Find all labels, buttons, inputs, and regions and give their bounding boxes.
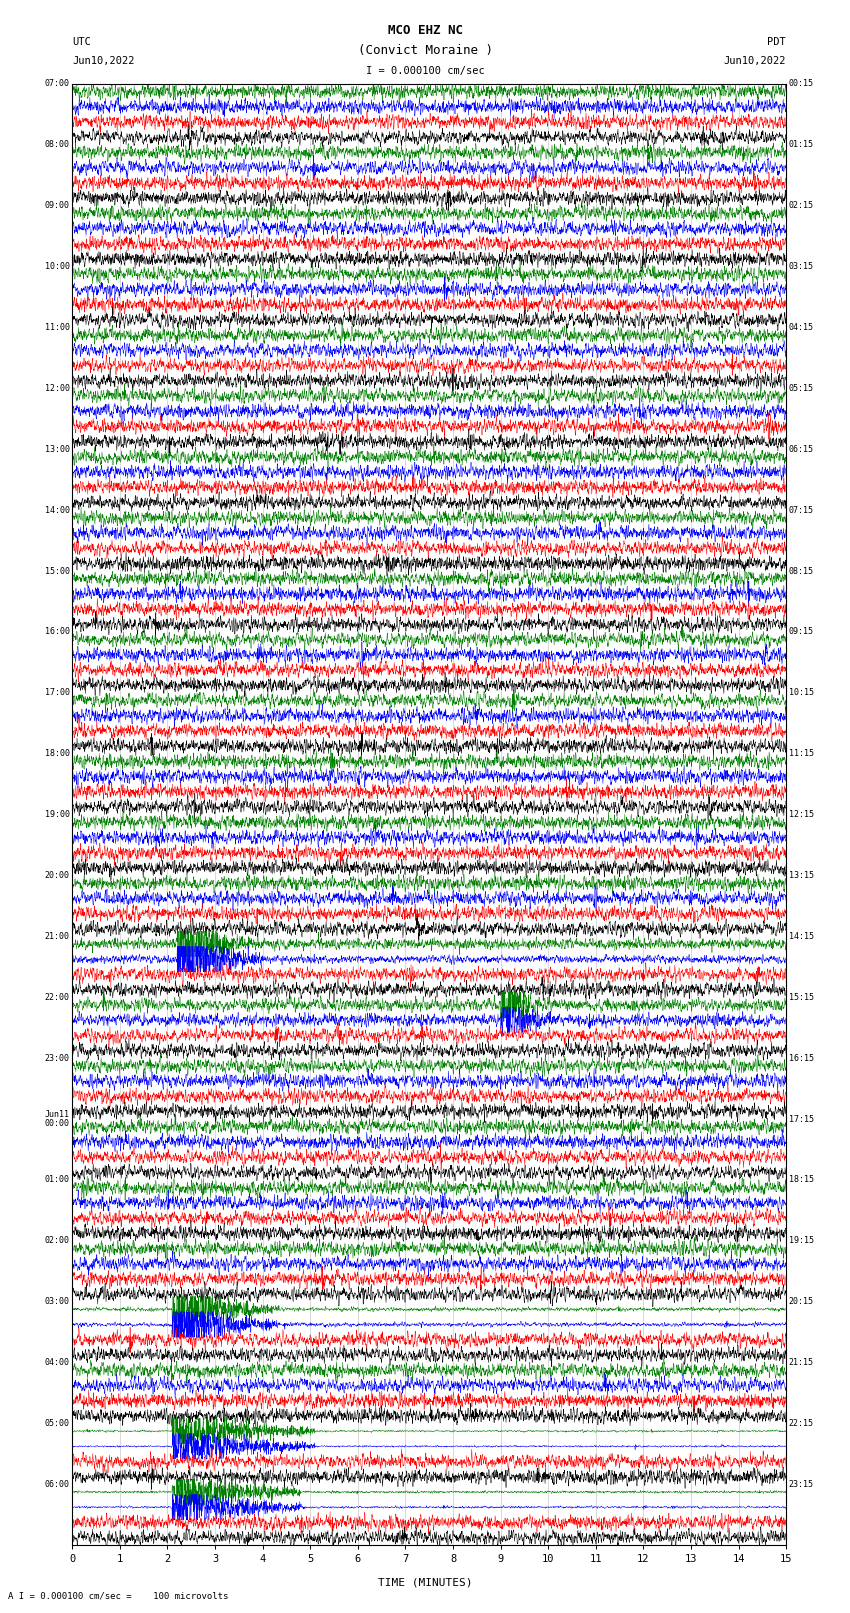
Text: 01:00: 01:00 <box>45 1176 70 1184</box>
Text: 16:15: 16:15 <box>789 1053 813 1063</box>
Text: 14:15: 14:15 <box>789 932 813 940</box>
Text: MCO EHZ NC: MCO EHZ NC <box>388 24 462 37</box>
Text: 03:15: 03:15 <box>789 261 813 271</box>
Text: 13:15: 13:15 <box>789 871 813 881</box>
Text: 20:15: 20:15 <box>789 1297 813 1307</box>
Text: 18:15: 18:15 <box>789 1176 813 1184</box>
Text: 17:15: 17:15 <box>789 1115 813 1124</box>
Text: 05:00: 05:00 <box>45 1419 70 1428</box>
Text: PDT: PDT <box>768 37 786 47</box>
Text: 11:15: 11:15 <box>789 748 813 758</box>
Text: 02:15: 02:15 <box>789 202 813 210</box>
Text: 19:15: 19:15 <box>789 1236 813 1245</box>
Text: 10:15: 10:15 <box>789 689 813 697</box>
Text: 17:00: 17:00 <box>45 689 70 697</box>
Text: 21:00: 21:00 <box>45 932 70 940</box>
Text: 18:00: 18:00 <box>45 748 70 758</box>
Text: 22:15: 22:15 <box>789 1419 813 1428</box>
Text: 15:00: 15:00 <box>45 566 70 576</box>
Text: 04:15: 04:15 <box>789 323 813 332</box>
Text: Jun11: Jun11 <box>45 1110 70 1119</box>
Text: Jun10,2022: Jun10,2022 <box>723 56 786 66</box>
Text: 01:15: 01:15 <box>789 140 813 150</box>
Text: Jun10,2022: Jun10,2022 <box>72 56 135 66</box>
Text: 00:15: 00:15 <box>789 79 813 89</box>
Text: 11:00: 11:00 <box>45 323 70 332</box>
Text: (Convict Moraine ): (Convict Moraine ) <box>358 44 492 56</box>
Text: 08:00: 08:00 <box>45 140 70 150</box>
Text: 06:15: 06:15 <box>789 445 813 453</box>
Text: 04:00: 04:00 <box>45 1358 70 1368</box>
Text: A I = 0.000100 cm/sec =    100 microvolts: A I = 0.000100 cm/sec = 100 microvolts <box>8 1590 229 1600</box>
Text: 19:00: 19:00 <box>45 810 70 819</box>
Text: 22:00: 22:00 <box>45 992 70 1002</box>
Text: 12:15: 12:15 <box>789 810 813 819</box>
Text: 13:00: 13:00 <box>45 445 70 453</box>
Text: 07:00: 07:00 <box>45 79 70 89</box>
Text: 06:00: 06:00 <box>45 1479 70 1489</box>
Text: 00:00: 00:00 <box>45 1119 70 1129</box>
Text: 07:15: 07:15 <box>789 505 813 515</box>
Text: 12:00: 12:00 <box>45 384 70 394</box>
Text: 21:15: 21:15 <box>789 1358 813 1368</box>
Text: I = 0.000100 cm/sec: I = 0.000100 cm/sec <box>366 66 484 76</box>
Text: 03:00: 03:00 <box>45 1297 70 1307</box>
Text: 16:00: 16:00 <box>45 627 70 637</box>
Text: 15:15: 15:15 <box>789 992 813 1002</box>
Text: 09:15: 09:15 <box>789 627 813 637</box>
Text: 05:15: 05:15 <box>789 384 813 394</box>
Text: 09:00: 09:00 <box>45 202 70 210</box>
Text: 14:00: 14:00 <box>45 505 70 515</box>
Text: 23:00: 23:00 <box>45 1053 70 1063</box>
Text: 10:00: 10:00 <box>45 261 70 271</box>
Text: 20:00: 20:00 <box>45 871 70 881</box>
Text: 02:00: 02:00 <box>45 1236 70 1245</box>
Text: 08:15: 08:15 <box>789 566 813 576</box>
Text: TIME (MINUTES): TIME (MINUTES) <box>377 1578 473 1587</box>
Text: 23:15: 23:15 <box>789 1479 813 1489</box>
Text: UTC: UTC <box>72 37 91 47</box>
